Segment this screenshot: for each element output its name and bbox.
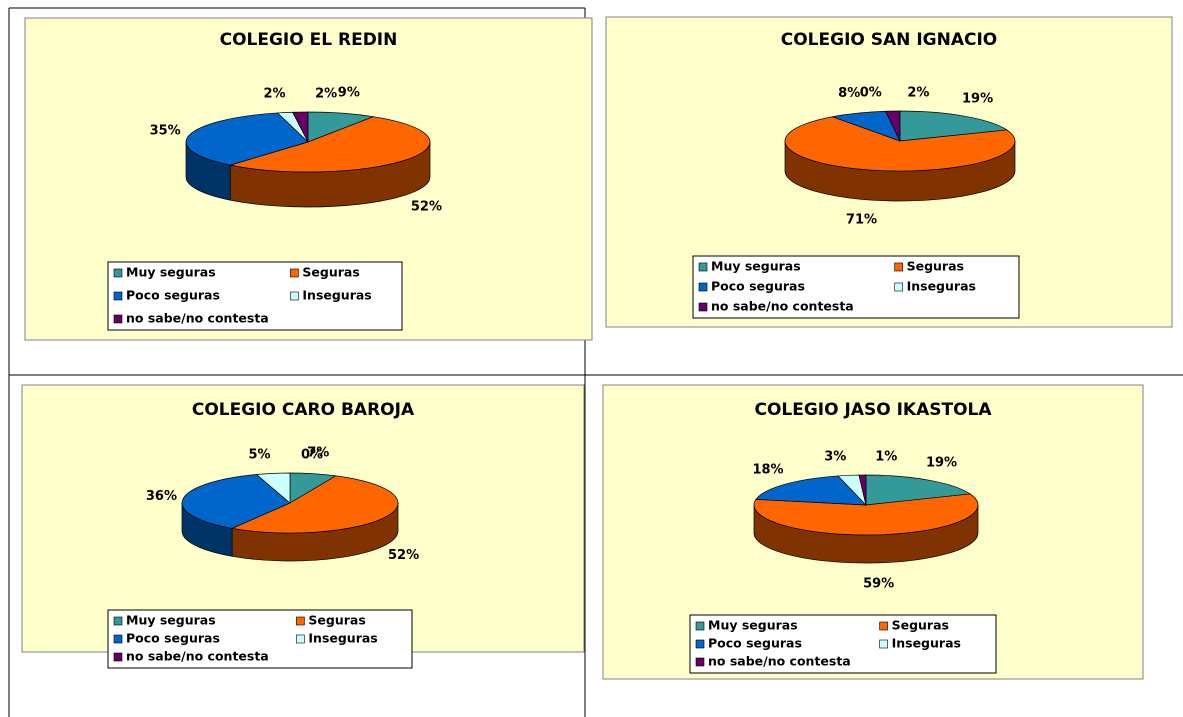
pie-chart: COLEGIO CARO BAROJA 7% 52% 36% 5% 0% Muy segur… [21, 384, 585, 669]
data-label: 19% [962, 91, 993, 106]
legend-swatch [113, 652, 123, 662]
data-label: 52% [411, 199, 442, 214]
pie-chart: COLEGIO JASO IKASTOLA 19% 59% 18% 3% 1% Muy se… [602, 384, 1144, 680]
data-label: 2% [315, 87, 337, 102]
chart-title: COLEGIO SAN IGNACIO [781, 30, 997, 50]
legend-label: Seguras [302, 265, 359, 280]
legend-label: no sabe/no contesta [126, 649, 269, 664]
data-label: 36% [146, 489, 177, 504]
legend-swatch [113, 616, 123, 626]
legend-label: Inseguras [907, 279, 976, 294]
slice [185, 112, 309, 166]
data-label: 7% [307, 446, 329, 461]
chart-title: COLEGIO JASO IKASTOLA [754, 400, 992, 420]
legend-label: no sabe/no contesta [126, 311, 269, 326]
slice [755, 475, 867, 506]
chart-title: COLEGIO CARO BAROJA [192, 400, 415, 420]
slice [865, 474, 972, 506]
legend-label: Muy seguras [126, 265, 216, 280]
legend-swatch [879, 639, 888, 649]
slice [858, 474, 867, 506]
legend-swatch [113, 268, 123, 278]
slice [230, 475, 399, 534]
legend-swatch [698, 282, 708, 292]
data-label: 8% [838, 86, 860, 101]
chart-title: COLEGIO EL REDIN [220, 30, 398, 50]
data-label: 35% [150, 123, 181, 138]
slice [784, 116, 1016, 172]
legend-swatch [894, 282, 903, 292]
legend-label: no sabe/no contesta [708, 654, 851, 669]
legend-swatch [296, 616, 305, 626]
data-label: 52% [388, 548, 419, 563]
legend-box [107, 261, 403, 331]
pie-chart: COLEGIO SAN IGNACIO 19% 71% 8% 0% 2% Muy segur… [605, 16, 1173, 328]
legend-swatch [698, 262, 708, 272]
data-label: 3% [824, 450, 846, 465]
legend-swatch [695, 639, 705, 649]
legend-label: Seguras [308, 613, 365, 628]
legend-swatch [113, 314, 123, 324]
legend-swatch [290, 268, 299, 278]
legend-label: Inseguras [308, 631, 377, 646]
slice [181, 474, 291, 529]
data-label: 9% [338, 86, 360, 101]
slice [230, 116, 431, 173]
legend-swatch [113, 291, 123, 301]
data-label: 19% [926, 455, 957, 470]
legend-label: Muy seguras [126, 613, 216, 628]
legend-box [107, 609, 413, 669]
legend-swatch [698, 302, 708, 312]
data-label: 2% [264, 87, 286, 102]
legend-label: Poco seguras [126, 631, 220, 646]
legend-label: Muy seguras [708, 618, 798, 633]
legend-label: Inseguras [302, 288, 371, 303]
data-label: 0% [860, 86, 882, 101]
legend-label: Poco seguras [126, 288, 220, 303]
slice [885, 110, 901, 142]
legend-label: Poco seguras [708, 636, 802, 651]
legend-label: Seguras [892, 618, 949, 633]
data-label: 71% [846, 212, 877, 227]
slice [753, 493, 979, 536]
slice [899, 110, 1008, 142]
legend-swatch [290, 291, 299, 301]
data-label: 1% [875, 450, 897, 465]
data-label: 59% [863, 576, 894, 591]
data-label: 18% [752, 463, 783, 478]
pie-chart: COLEGIO EL REDIN 9% 52% 35% 2% 2% Muy seguras S… [24, 17, 593, 341]
data-label: 5% [249, 448, 271, 463]
legend-label: no sabe/no contesta [711, 299, 854, 314]
legend-label: Poco seguras [711, 279, 805, 294]
legend-box [689, 614, 997, 674]
legend-swatch [695, 657, 705, 667]
legend-label: Inseguras [892, 636, 961, 651]
legend-label: Muy seguras [711, 259, 801, 274]
legend-swatch [113, 634, 123, 644]
legend-box [692, 255, 1020, 319]
legend-swatch [879, 621, 888, 631]
data-label: 2% [907, 86, 929, 101]
legend-label: Seguras [907, 259, 964, 274]
data-label: 0% [301, 448, 323, 463]
slice [292, 111, 309, 143]
legend-swatch [894, 262, 903, 272]
legend-swatch [695, 621, 705, 631]
slice [255, 472, 291, 504]
legend-swatch [296, 634, 305, 644]
